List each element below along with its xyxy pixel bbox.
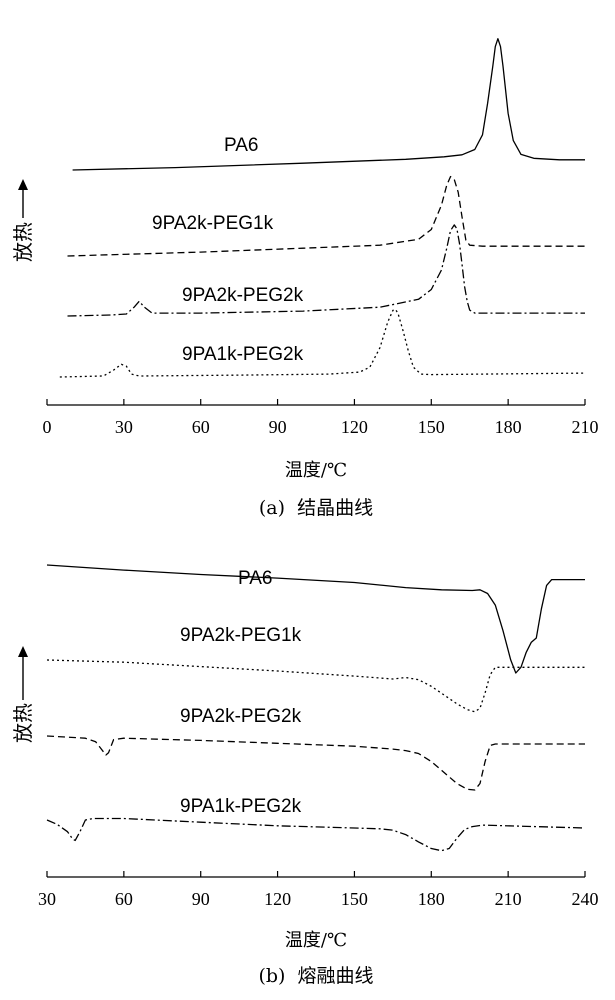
melting-x-tick-label: 120 — [264, 889, 291, 909]
crystallization-series-line-9pa2k-peg1k — [67, 175, 585, 257]
crystallization-label-9pa1k-peg2k: 9PA1k-PEG2k — [182, 344, 304, 365]
svg-text:放热: 放热 — [11, 222, 35, 262]
melting-x-tick-label: 210 — [495, 889, 522, 909]
crystallization-label-9pa2k-peg1k: 9PA2k-PEG1k — [152, 213, 274, 234]
melting-series-line-9pa2k-peg1k — [46, 659, 585, 713]
crystallization-x-tick-label: 150 — [418, 417, 445, 437]
crystallization-label-9pa2k-peg2k: 9PA2k-PEG2k — [182, 285, 304, 306]
melting-x-tick-label: 30 — [38, 889, 56, 909]
melting-y-axis-label: 放热 — [11, 646, 35, 743]
melting-series-line-9pa2k-peg2k — [46, 735, 585, 791]
crystallization-x-tick-label: 60 — [192, 417, 210, 437]
crystallization-x-tick-label: 210 — [572, 417, 599, 437]
svg-text:放热: 放热 — [11, 703, 35, 743]
melting-label-pa6: PA6 — [238, 568, 273, 589]
crystallization-x-tick-label: 180 — [495, 417, 522, 437]
melting-plot-area — [46, 564, 586, 852]
crystallization-x-tick-label: 0 — [43, 417, 52, 437]
crystallization-x-tick-label: 30 — [115, 417, 133, 437]
melting-x-tick-label: 90 — [192, 889, 210, 909]
crystallization-x-ticks: 0 30 60 90 120 150 180 210 — [43, 399, 599, 437]
melting-x-ticks: 30 60 90 120 150 180 210 240 — [38, 871, 599, 909]
melting-series-line-9pa1k-peg2k — [46, 817, 586, 852]
melting-x-tick-label: 180 — [418, 889, 445, 909]
melting-label-9pa1k-peg2k: 9PA1k-PEG2k — [180, 796, 302, 817]
melting-x-tick-label: 150 — [341, 889, 368, 909]
crystallization-series-line-9pa2k-peg2k — [67, 224, 585, 317]
melting-x-axis-title: 温度/℃ — [285, 930, 347, 951]
crystallization-series-line-pa6 — [72, 38, 585, 171]
melting-x-tick-label: 240 — [572, 889, 599, 909]
crystallization-x-axis-title: 温度/℃ — [285, 460, 347, 481]
melting-caption: (b) 熔融曲线 — [258, 965, 373, 987]
arrow-head-icon — [18, 646, 28, 657]
melting-series-line-pa6 — [46, 564, 585, 674]
crystallization-series-line-9pa1k-peg2k — [59, 308, 586, 378]
arrow-head-icon — [18, 179, 28, 190]
crystallization-caption: (a) 结晶曲线 — [259, 497, 373, 519]
crystallization-x-tick-label: 90 — [269, 417, 287, 437]
melting-label-9pa2k-peg1k: 9PA2k-PEG1k — [180, 625, 302, 646]
crystallization-x-tick-label: 120 — [341, 417, 368, 437]
melting-x-tick-label: 60 — [115, 889, 133, 909]
melting-label-9pa2k-peg2k: 9PA2k-PEG2k — [180, 706, 302, 727]
crystallization-y-axis-label: 放热 — [11, 179, 35, 262]
crystallization-plot-area — [59, 38, 586, 378]
crystallization-panel: 0 30 60 90 120 150 180 210 PA6 9PA2k-PEG1k 9PA2… — [11, 38, 599, 519]
crystallization-label-pa6: PA6 — [224, 135, 259, 156]
melting-panel: 30 60 90 120 150 180 210 240 PA6 9PA2k-PEG1k 9P… — [11, 564, 599, 987]
